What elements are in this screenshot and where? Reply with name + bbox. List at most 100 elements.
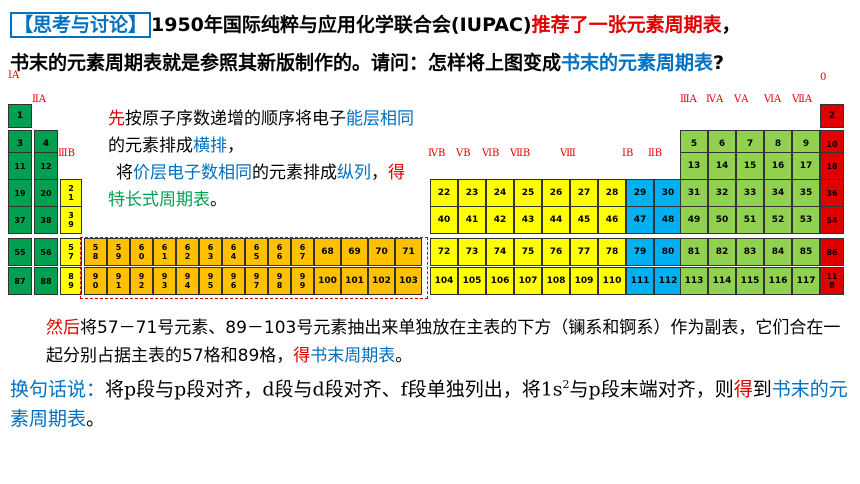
group-label: ⅥA [764, 94, 782, 105]
element-cell: 98 [268, 267, 291, 295]
element-cell: 73 [458, 238, 486, 266]
element-cell: 2 [820, 104, 844, 128]
element-cell: 53 [792, 206, 820, 234]
note-text-1: 按原子序数递增的顺序将电子 [125, 109, 346, 129]
element-cell: 71 [395, 238, 422, 266]
group-label: ⅡB [648, 148, 663, 159]
element-cell: 88 [34, 267, 58, 295]
element-cell: 85 [792, 238, 820, 266]
element-cell: 70 [368, 238, 395, 266]
para2-period: 。 [86, 408, 106, 431]
element-cell: 40 [430, 206, 458, 234]
para2-sup: 2 [562, 378, 570, 391]
element-cell: 110 [598, 267, 626, 295]
element-cell: 47 [626, 206, 654, 234]
element-cell: 41 [458, 206, 486, 234]
element-cell: 87 [8, 267, 32, 295]
element-cell: 75 [514, 238, 542, 266]
explanation-note: 先按原子序数递增的顺序将电子能层相同的元素排成横排， 将价层电子数相同的元素排成纵… [108, 106, 418, 214]
note-text-2: 的元素排成 [108, 136, 193, 156]
element-cell: 101 [341, 267, 368, 295]
element-cell: 107 [514, 267, 542, 295]
element-cell: 76 [542, 238, 570, 266]
note-text-3: 将 [116, 163, 133, 183]
para2-body-2: 与p段末端对齐，则 [569, 378, 734, 401]
element-cell: 31 [680, 179, 708, 207]
element-cell: 115 [736, 267, 764, 295]
element-cell: 105 [458, 267, 486, 295]
element-cell: 25 [514, 179, 542, 207]
element-cell: 113 [680, 267, 708, 295]
group-label: ⅠB [622, 148, 634, 159]
element-cell: 80 [654, 238, 682, 266]
note-period: 。 [210, 190, 227, 210]
element-cell: 102 [368, 267, 395, 295]
group-label: 0 [820, 72, 827, 83]
element-cell: 15 [736, 152, 764, 180]
group-label: ⅦA [792, 94, 813, 105]
element-cell: 92 [130, 267, 153, 295]
element-cell: 99 [291, 267, 314, 295]
element-cell: 57 [60, 238, 82, 266]
element-cell: 43 [514, 206, 542, 234]
note-text-4: 的元素排成 [252, 163, 337, 183]
element-cell: 50 [708, 206, 736, 234]
element-cell: 20 [34, 179, 58, 207]
note-first: 先 [108, 109, 125, 129]
note-valence: 价层电子数相同 [133, 163, 252, 183]
para1-get: 得 [293, 346, 311, 366]
note-long-table: 特长式周期表 [108, 190, 210, 210]
element-cell: 36 [820, 179, 844, 207]
element-cell: 86 [820, 238, 844, 266]
element-cell: 106 [486, 267, 514, 295]
element-cell: 30 [654, 179, 682, 207]
element-cell: 97 [245, 267, 268, 295]
element-cell: 55 [8, 238, 32, 266]
element-cell: 91 [107, 267, 130, 295]
element-cell: 109 [570, 267, 598, 295]
element-cell: 14 [708, 152, 736, 180]
element-cell: 60 [130, 238, 153, 266]
heading-punct: ， [721, 14, 741, 36]
element-cell: 22 [430, 179, 458, 207]
element-cell: 103 [395, 267, 422, 295]
element-cell: 12 [34, 152, 58, 180]
element-cell: 77 [570, 238, 598, 266]
element-cell: 78 [598, 238, 626, 266]
group-label: ⅦB [510, 148, 531, 159]
element-cell: 46 [598, 206, 626, 234]
heading-question-highlight: 书末的元素周期表 [561, 52, 714, 74]
element-cell: 82 [708, 238, 736, 266]
group-label: ⅢB [58, 148, 75, 159]
heading-text: 1950年国际纯粹与应用化学联合会(IUPAC) [151, 14, 532, 36]
element-cell: 23 [458, 179, 486, 207]
element-cell: 112 [654, 267, 682, 295]
element-cell: 11 [8, 152, 32, 180]
element-cell: 69 [341, 238, 368, 266]
group-label: ⅣA [706, 94, 724, 105]
element-cell: 68 [314, 238, 341, 266]
element-cell: 74 [486, 238, 514, 266]
element-cell: 59 [107, 238, 130, 266]
element-cell: 35 [792, 179, 820, 207]
element-cell: 32 [708, 179, 736, 207]
element-cell: 64 [222, 238, 245, 266]
element-cell: 61 [153, 238, 176, 266]
heading-line-2: 书末的元素周期表就是参照其新版制作的。请问：怎样将上图变成书末的元素周期表? [10, 48, 724, 75]
element-cell: 17 [792, 152, 820, 180]
element-cell: 27 [570, 179, 598, 207]
element-cell: 19 [8, 179, 32, 207]
element-cell: 79 [626, 238, 654, 266]
group-label: ⅠA [8, 70, 20, 81]
element-cell: 118 [820, 267, 844, 295]
element-cell: 56 [34, 238, 58, 266]
element-cell: 38 [34, 206, 58, 234]
element-cell: 114 [708, 267, 736, 295]
element-cell: 16 [764, 152, 792, 180]
group-label: ⅤA [734, 94, 749, 105]
group-label: ⅤB [456, 148, 471, 159]
note-column: 纵列 [337, 163, 371, 183]
element-cell: 1 [8, 104, 32, 128]
note-comma: ， [227, 136, 244, 156]
heading-question-mark: ? [713, 52, 725, 74]
